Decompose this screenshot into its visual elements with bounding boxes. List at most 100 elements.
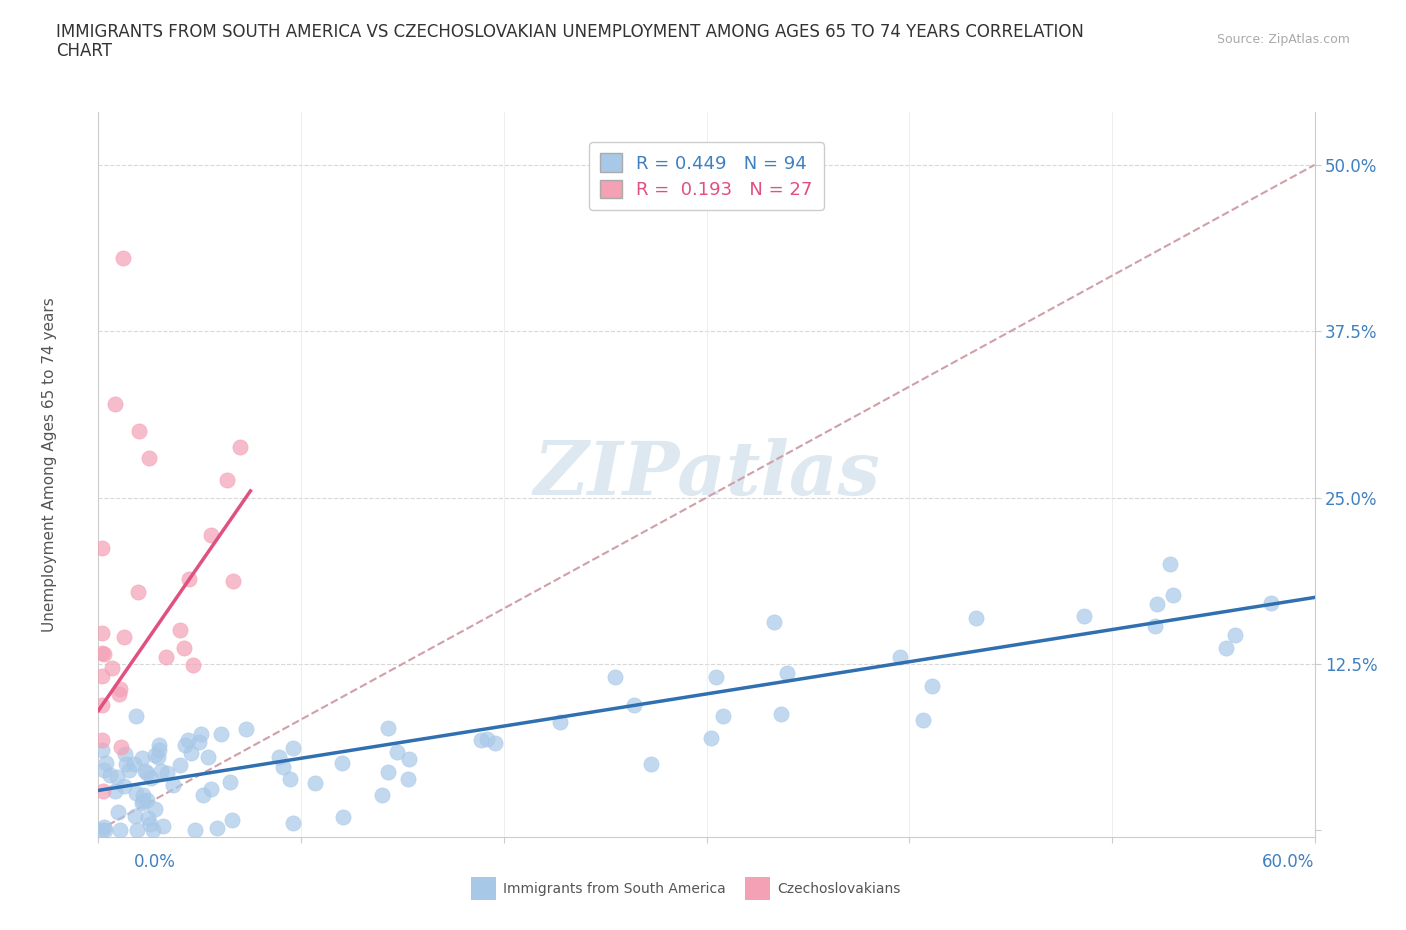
Point: [332, 809, 354, 824]
Point: [197, 750, 219, 764]
Point: [93, 646, 115, 661]
Point: [131, 796, 153, 811]
Point: [124, 808, 146, 823]
Point: [104, 397, 127, 412]
Point: [965, 611, 987, 626]
Point: [136, 811, 159, 826]
Point: [91, 540, 114, 555]
Point: [155, 649, 177, 664]
Point: [1159, 557, 1181, 572]
Point: [107, 804, 129, 819]
Point: [103, 783, 125, 798]
Point: [111, 250, 134, 265]
Point: [91, 626, 114, 641]
Point: [470, 733, 492, 748]
Point: [217, 472, 239, 487]
Point: [136, 793, 159, 808]
Point: [219, 774, 242, 789]
Point: [114, 747, 136, 762]
Point: [304, 776, 326, 790]
Point: [108, 682, 131, 697]
Point: [93, 819, 115, 834]
Text: ZIPatlas: ZIPatlas: [533, 438, 880, 511]
Point: [112, 778, 135, 793]
Point: [180, 745, 202, 760]
Point: [138, 817, 160, 831]
Point: [134, 764, 156, 778]
Point: [169, 622, 191, 637]
Point: [127, 823, 149, 838]
Point: [700, 730, 723, 745]
Point: [91, 783, 114, 798]
Point: [93, 763, 115, 777]
Point: [640, 757, 662, 772]
Point: [132, 793, 155, 808]
Point: [209, 726, 232, 741]
Point: [127, 584, 149, 599]
Point: [138, 450, 160, 465]
Point: [110, 739, 132, 754]
Point: [94, 823, 117, 838]
Point: [271, 760, 294, 775]
Point: [912, 712, 935, 727]
Point: [91, 742, 114, 757]
Point: [143, 747, 166, 762]
Point: [98, 767, 121, 782]
Text: CHART: CHART: [56, 42, 112, 60]
Text: Unemployment Among Ages 65 to 74 years: Unemployment Among Ages 65 to 74 years: [42, 298, 56, 632]
Point: [131, 751, 153, 765]
Point: [235, 722, 257, 737]
Point: [283, 816, 305, 830]
Point: [91, 823, 114, 838]
Point: [118, 763, 141, 777]
Point: [280, 772, 302, 787]
Point: [1143, 619, 1166, 634]
Point: [484, 736, 506, 751]
Point: [200, 528, 222, 543]
Point: [91, 669, 114, 684]
Point: [148, 750, 170, 764]
Point: [143, 801, 166, 816]
Point: [91, 733, 114, 748]
Point: [269, 750, 291, 764]
Point: [548, 714, 571, 729]
Point: [475, 731, 498, 746]
Point: [1223, 627, 1246, 642]
Point: [125, 786, 148, 801]
Point: [125, 709, 148, 724]
Point: [623, 698, 645, 712]
Point: [763, 615, 786, 630]
Point: [108, 686, 131, 701]
Point: [889, 650, 911, 665]
Text: Czechoslovakians: Czechoslovakians: [778, 882, 901, 897]
Point: [281, 740, 304, 755]
Point: [184, 823, 207, 838]
Point: [1260, 595, 1282, 610]
Point: [1215, 641, 1237, 656]
Point: [187, 735, 209, 750]
Point: [769, 707, 792, 722]
Text: IMMIGRANTS FROM SOUTH AMERICA VS CZECHOSLOVAKIAN UNEMPLOYMENT AMONG AGES 65 TO 7: IMMIGRANTS FROM SOUTH AMERICA VS CZECHOS…: [56, 23, 1084, 41]
Point: [142, 823, 165, 838]
Point: [704, 670, 727, 684]
Point: [177, 572, 200, 587]
Text: Immigrants from South America: Immigrants from South America: [503, 882, 725, 897]
Point: [1161, 588, 1184, 603]
Point: [152, 818, 174, 833]
Point: [200, 781, 222, 796]
Point: [101, 661, 124, 676]
Point: [205, 820, 228, 835]
Point: [398, 751, 420, 766]
Point: [148, 742, 170, 757]
Point: [139, 771, 162, 786]
Point: [174, 737, 197, 752]
Point: [385, 745, 408, 760]
Point: [229, 439, 252, 454]
Point: [181, 658, 204, 672]
Point: [96, 755, 118, 770]
Point: [1146, 596, 1168, 611]
Point: [377, 764, 399, 779]
Point: [108, 823, 131, 838]
Point: [105, 770, 128, 785]
Point: [91, 698, 114, 713]
